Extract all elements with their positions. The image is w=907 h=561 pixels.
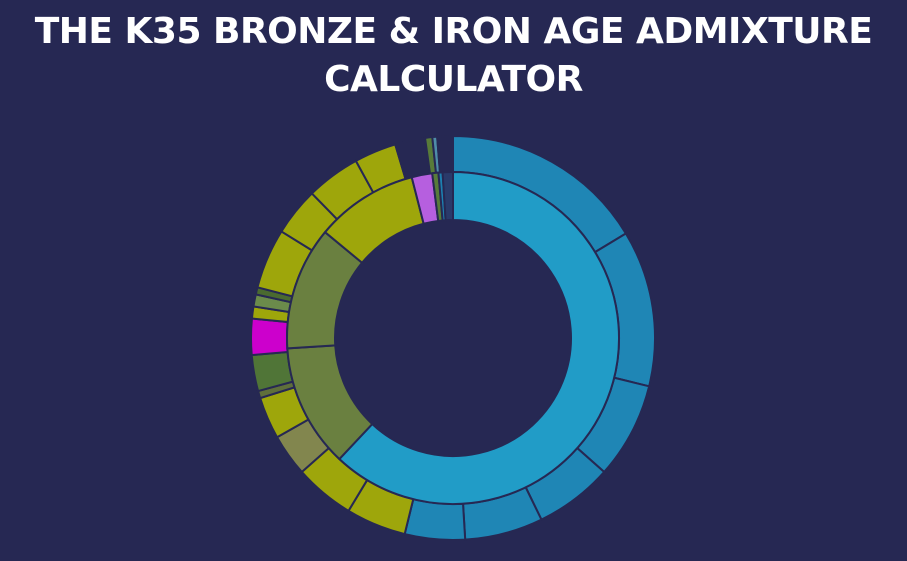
inner-ring xyxy=(286,170,620,505)
chart-title: THE K35 BRONZE & IRON AGE ADMIXTURE CALC… xyxy=(34,11,873,100)
outer-ring-slice-24[interactable] xyxy=(436,134,454,174)
outer-ring-slice-13[interactable] xyxy=(250,317,289,357)
inner-ring-slice-8[interactable] xyxy=(441,170,454,222)
outer-ring-slice-6[interactable] xyxy=(403,497,467,541)
outer-ring xyxy=(250,134,656,541)
inner-ring-slice-1[interactable] xyxy=(337,170,620,505)
